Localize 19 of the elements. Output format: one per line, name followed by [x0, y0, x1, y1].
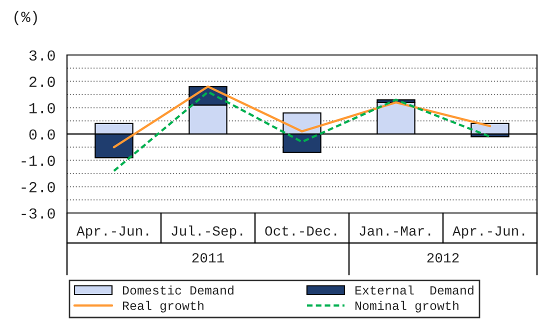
text: 2011 — [192, 253, 224, 263]
legend-label: External Demand — [355, 285, 474, 295]
y-tick-label: 1.0 — [29, 102, 55, 114]
legend-label: Domestic Demand — [122, 285, 234, 295]
x-tick-label: Jul.-Sep. — [172, 226, 242, 238]
y-tick-label: -3.0 — [22, 208, 55, 219]
y-tick-label: 3.0 — [29, 50, 55, 61]
x-tick-label: Jan.-Mar. — [360, 226, 430, 236]
x-tick-label: Apr.-Jun. — [76, 226, 148, 238]
legend-label: Nominal growth — [355, 300, 458, 312]
y-axis-title: (%) — [14, 10, 37, 26]
y-tick-label: 2.0 — [29, 76, 55, 88]
text: 2012 — [427, 253, 459, 263]
x-tick-label: Apr.-Jun. — [452, 226, 524, 238]
y-tick-label: -1.0 — [22, 156, 55, 166]
y-tick-label: -2.0 — [22, 182, 55, 192]
x-tick-label: Oct.-Dec. — [265, 226, 336, 236]
legend-label: Real growth — [122, 300, 204, 312]
y-tick-label: 0.0 — [29, 129, 55, 140]
